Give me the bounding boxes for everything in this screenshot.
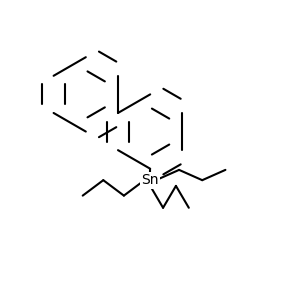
Text: Sn: Sn — [142, 173, 159, 187]
